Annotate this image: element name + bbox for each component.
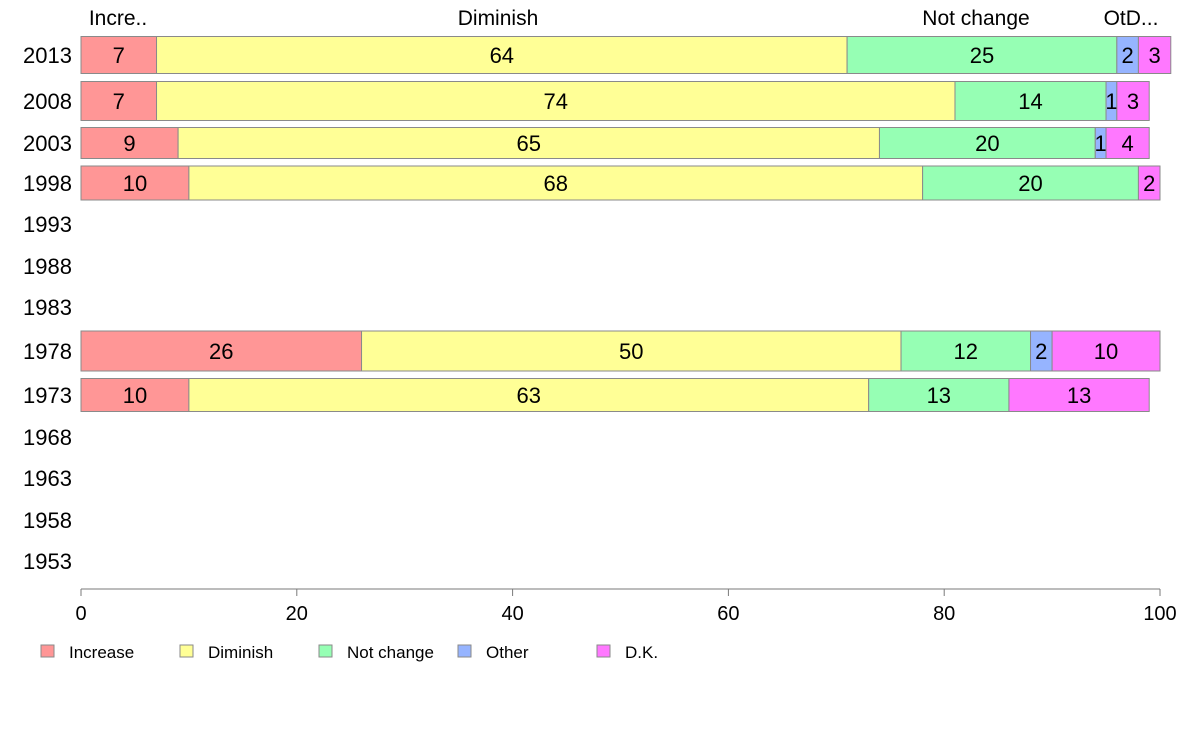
- top-labels: Incre.. Diminish Not change OtD...: [89, 7, 1159, 30]
- data-label: 9: [123, 131, 135, 156]
- data-label: 3: [1127, 89, 1139, 114]
- data-label: 13: [1067, 383, 1091, 408]
- data-label: 10: [123, 171, 147, 196]
- x-tick-label: 0: [75, 603, 86, 625]
- y-axis-labels: 2013 2008 2003 1998 1993 1988 1983 1978 1973 1968…: [23, 43, 72, 574]
- y-tick-label: 1978: [23, 339, 72, 364]
- y-tick-label: 1988: [23, 254, 72, 279]
- x-tick-label: 20: [286, 603, 308, 625]
- y-tick-label: 1963: [23, 466, 72, 491]
- x-tick-label: 60: [717, 603, 739, 625]
- data-label: 1: [1095, 131, 1107, 156]
- data-label: 7: [113, 43, 125, 68]
- data-label: 3: [1148, 43, 1160, 68]
- data-label: 1: [1105, 89, 1117, 114]
- legend-label: D.K.: [625, 643, 658, 662]
- data-label: 63: [517, 383, 541, 408]
- legend-swatch: [180, 645, 193, 657]
- data-label: 4: [1122, 131, 1134, 156]
- data-label: 2: [1122, 43, 1134, 68]
- data-label: 68: [544, 171, 568, 196]
- top-label: Incre..: [89, 7, 147, 30]
- top-label: Not change: [922, 7, 1029, 30]
- data-label: 13: [927, 383, 951, 408]
- y-tick-label: 2003: [23, 131, 72, 156]
- legend-label: Other: [486, 643, 529, 662]
- legend-swatch: [597, 645, 610, 657]
- data-label: 50: [619, 339, 643, 364]
- x-tick-label: 40: [501, 603, 523, 625]
- y-tick-label: 1998: [23, 171, 72, 196]
- data-label: 12: [954, 339, 978, 364]
- legend-swatch: [41, 645, 54, 657]
- y-tick-label: 1983: [23, 295, 72, 320]
- top-label: OtD...: [1104, 7, 1159, 30]
- legend-label: Diminish: [208, 643, 273, 662]
- data-label: 20: [975, 131, 999, 156]
- legend-label: Not change: [347, 643, 434, 662]
- data-label: 26: [209, 339, 233, 364]
- legend-swatch: [458, 645, 471, 657]
- data-label: 10: [123, 383, 147, 408]
- y-tick-label: 1958: [23, 508, 72, 533]
- y-tick-label: 1953: [23, 549, 72, 574]
- data-label: 20: [1018, 171, 1042, 196]
- data-label: 2: [1143, 171, 1155, 196]
- data-label: 2: [1035, 339, 1047, 364]
- x-axis: 0 20 40 60 80 100: [75, 589, 1176, 625]
- data-label: 10: [1094, 339, 1118, 364]
- legend: Increase Diminish Not change Other D.K.: [41, 643, 658, 662]
- y-tick-label: 1993: [23, 212, 72, 237]
- x-tick-label: 80: [933, 603, 955, 625]
- y-tick-label: 1968: [23, 425, 72, 450]
- y-tick-label: 2008: [23, 89, 72, 114]
- data-label: 25: [970, 43, 994, 68]
- top-label: Diminish: [458, 7, 539, 30]
- data-label: 74: [544, 89, 568, 114]
- y-tick-label: 2013: [23, 43, 72, 68]
- legend-swatch: [319, 645, 332, 657]
- x-tick-label: 100: [1143, 603, 1176, 625]
- data-label: 64: [490, 43, 514, 68]
- stacked-bar-chart: Incre.. Diminish Not change OtD... 20132008…: [0, 0, 1188, 736]
- data-label: 14: [1018, 89, 1042, 114]
- data-label: 7: [113, 89, 125, 114]
- y-tick-label: 1973: [23, 383, 72, 408]
- legend-label: Increase: [69, 643, 134, 662]
- data-label: 65: [517, 131, 541, 156]
